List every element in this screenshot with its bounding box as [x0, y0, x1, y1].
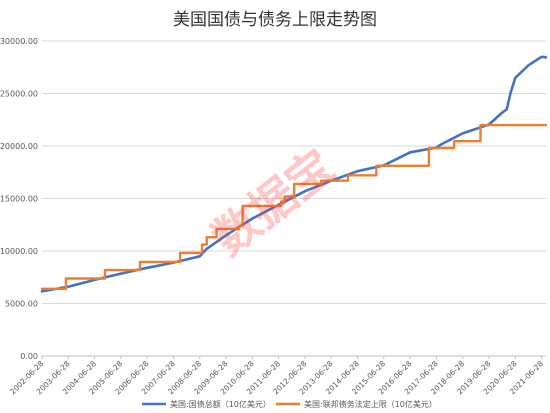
y-tick-label: 25000.00 — [0, 90, 38, 99]
series-layer — [40, 55, 548, 293]
watermark-text: 数据宝 — [202, 139, 344, 267]
y-tick-label: 30000.00 — [0, 37, 38, 46]
y-axis: 0.00 5000.00 10000.00 15000.00 20000.00 25000… — [0, 37, 38, 361]
series-line-national-debt — [40, 55, 548, 293]
legend-label: 美国:国债总额（10亿美元） — [170, 399, 271, 409]
y-tick-label: 0.00 — [20, 352, 38, 361]
legend: 美国:国债总额（10亿美元） 美国:联邦债务法定上限（10亿美元） — [142, 399, 437, 409]
y-tick-label: 15000.00 — [0, 195, 38, 204]
series-line-debt-ceiling — [40, 123, 548, 290]
chart-title: 美国国债与债务上限走势图 — [173, 10, 377, 30]
y-tick-label: 20000.00 — [0, 142, 38, 151]
y-tick-label: 5000.00 — [5, 300, 38, 309]
legend-label: 美国:联邦债务法定上限（10亿美元） — [304, 399, 437, 409]
y-tick-label: 10000.00 — [0, 247, 38, 256]
x-axis: 2002-06-282003-06-282004-06-282005-06-28… — [8, 356, 545, 396]
gridlines — [42, 40, 546, 357]
